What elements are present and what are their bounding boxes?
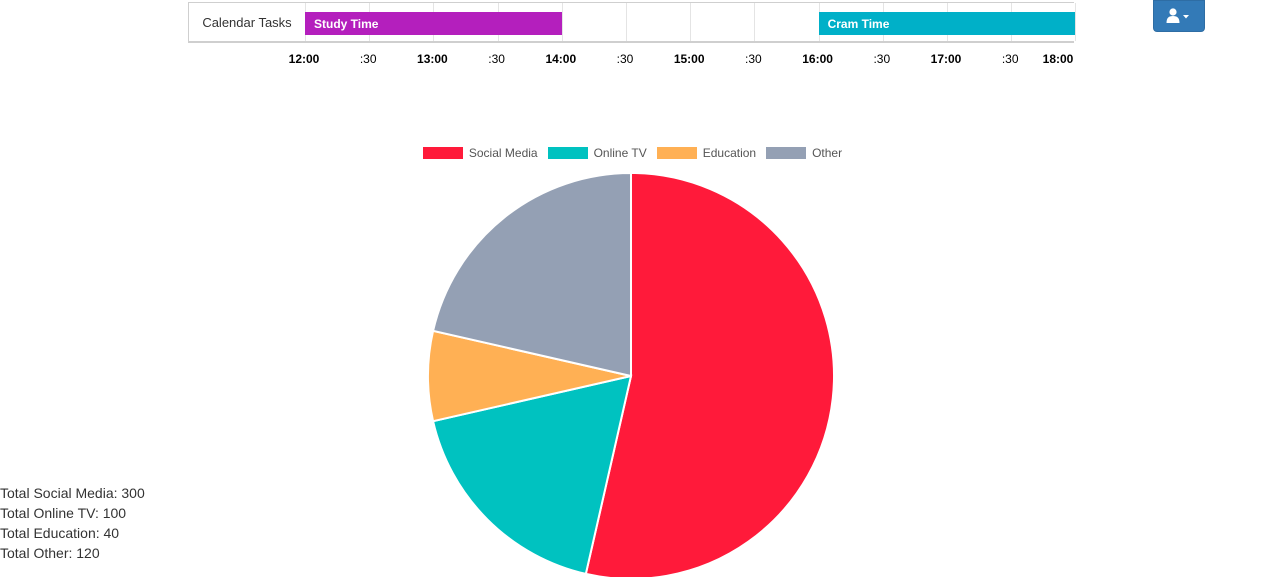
axis-tick-label: 13:00 bbox=[417, 52, 448, 66]
legend-label: Online TV bbox=[593, 146, 647, 160]
caret-down-icon bbox=[1183, 15, 1189, 19]
axis-tick-label: :30 bbox=[359, 52, 377, 66]
timeline-gridline bbox=[561, 3, 563, 41]
legend-swatch bbox=[422, 147, 463, 159]
legend-swatch bbox=[766, 147, 807, 159]
user-icon bbox=[1166, 8, 1189, 23]
timeline-gridline bbox=[690, 3, 692, 41]
legend-item-other[interactable]: Other bbox=[766, 146, 842, 160]
legend-item-social-media[interactable]: Social Media bbox=[422, 146, 538, 160]
legend-item-online-tv[interactable]: Online TV bbox=[547, 146, 647, 160]
total-social-media: Total Social Media: 300 bbox=[0, 485, 145, 501]
timeline-axis: 12:00 :30 13:00 :30 14:00 :30 15:00 :30 16:00 :30… bbox=[188, 52, 1074, 68]
axis-tick-label: 15:00 bbox=[673, 52, 705, 66]
axis-tick-label: 18:00 bbox=[1042, 52, 1074, 66]
timeline-gridline bbox=[1075, 3, 1077, 41]
total-education: Total Education: 40 bbox=[0, 525, 120, 541]
legend-swatch bbox=[547, 147, 588, 159]
pie-slice-other[interactable] bbox=[431, 171, 632, 378]
timeline-gridline bbox=[626, 3, 627, 41]
legend-label: Other bbox=[812, 146, 843, 160]
user-menu-button[interactable] bbox=[1153, 0, 1205, 32]
axis-tick-label: :30 bbox=[745, 52, 762, 66]
chart-legend: Social Media Online TV Education Other bbox=[0, 146, 1265, 160]
legend-label: Social Media bbox=[468, 146, 538, 160]
axis-tick-label: :30 bbox=[616, 52, 634, 66]
calendar-timeline: Calendar Tasks Study Time Cram Time bbox=[188, 2, 1077, 43]
task-bar-cram-time[interactable]: Cram Time bbox=[818, 12, 1075, 35]
pie-slice-online-tv[interactable] bbox=[431, 374, 633, 576]
row-label: Calendar Tasks bbox=[202, 14, 292, 30]
pie-slice-social-media[interactable] bbox=[584, 171, 835, 577]
axis-tick-label: 16:00 bbox=[802, 52, 833, 66]
axis-tick-label: :30 bbox=[873, 52, 891, 66]
legend-swatch bbox=[656, 147, 697, 159]
axis-tick-label: 17:00 bbox=[930, 52, 962, 66]
axis-tick-label: 14:00 bbox=[545, 52, 577, 66]
task-bar-study-time[interactable]: Study Time bbox=[305, 12, 562, 35]
axis-tick-label: :30 bbox=[1001, 52, 1019, 66]
timeline-gridline bbox=[754, 3, 756, 41]
task-label: Cram Time bbox=[827, 16, 890, 31]
task-label: Study Time bbox=[314, 16, 379, 31]
total-online-tv: Total Online TV: 100 bbox=[0, 505, 127, 521]
totals-list: Total Social Media: 300 Total Online TV:… bbox=[0, 483, 145, 563]
total-other: Total Other: 120 bbox=[0, 545, 100, 561]
legend-label: Education bbox=[702, 146, 757, 160]
axis-tick-label: :30 bbox=[488, 52, 505, 66]
axis-tick-label: 12:00 bbox=[288, 52, 320, 66]
legend-item-education[interactable]: Education bbox=[656, 146, 757, 160]
